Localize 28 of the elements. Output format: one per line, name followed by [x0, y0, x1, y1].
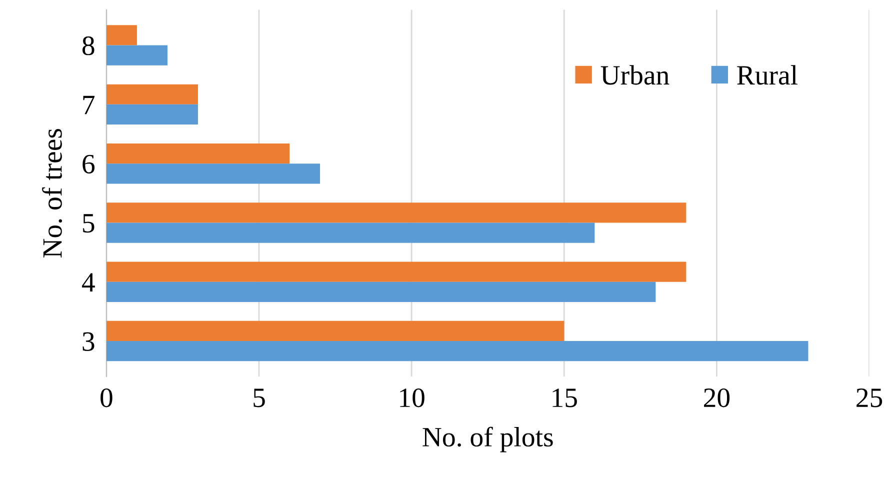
y-tick-label: 3	[82, 332, 94, 351]
y-tick-label: 7	[83, 96, 95, 114]
x-tick-label: 10	[400, 388, 424, 408]
bar	[106, 222, 595, 243]
y-tick-label: 5	[83, 214, 94, 233]
x-tick-label: 15	[552, 388, 577, 408]
x-tick-label: 25	[856, 388, 882, 408]
bar	[106, 143, 290, 164]
y-tick-label: 6	[82, 154, 94, 174]
x-axis-title: No. of plots	[422, 426, 553, 452]
bar	[106, 282, 656, 302]
legend-label: Rural	[737, 65, 798, 85]
bar	[106, 25, 137, 46]
x-tick-label: 5	[254, 388, 265, 408]
y-axis-title: No. of trees	[42, 128, 62, 258]
y-tick-label: 8	[82, 36, 94, 56]
y-tick-label: 4	[82, 273, 95, 292]
bar	[106, 164, 320, 184]
bar	[106, 202, 686, 223]
x-tick-label: 0	[100, 388, 112, 408]
x-tick-label: 20	[704, 388, 730, 408]
bar	[106, 341, 808, 362]
bar	[106, 104, 198, 125]
bar	[106, 320, 564, 342]
bar	[106, 262, 686, 282]
legend-label: Urban	[600, 65, 670, 85]
bar	[106, 45, 168, 66]
bar	[106, 84, 198, 104]
